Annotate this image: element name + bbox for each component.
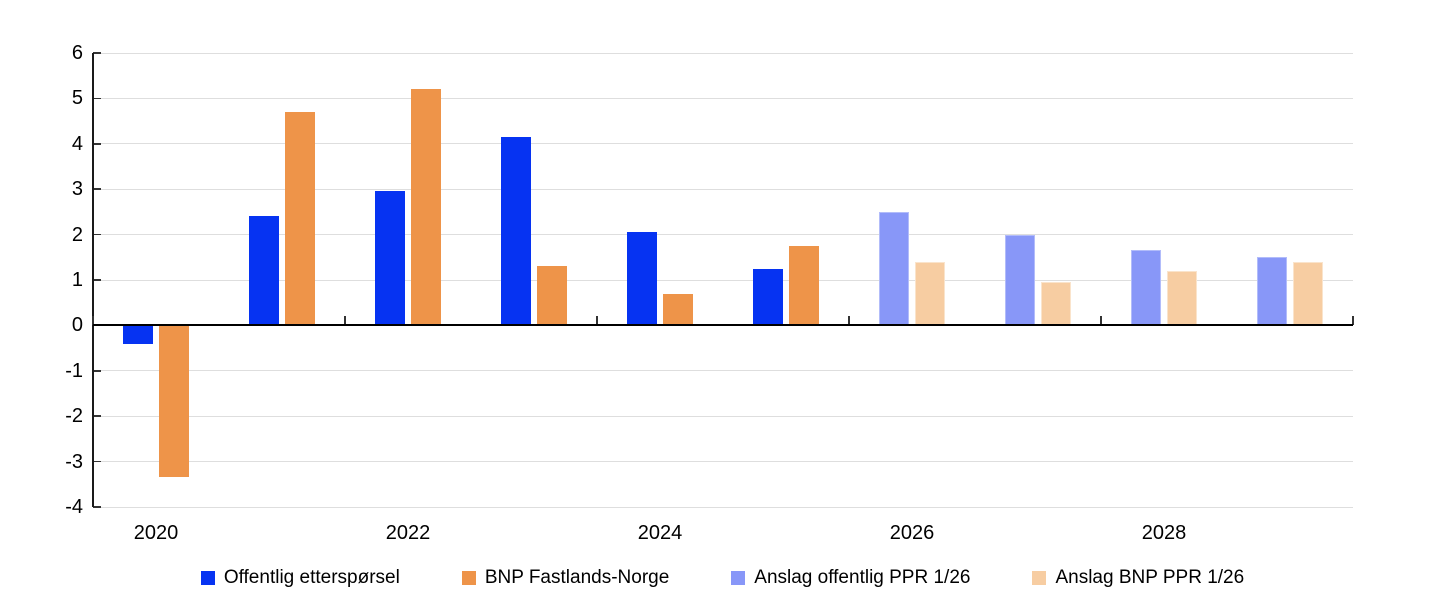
gridline-2: [93, 234, 1353, 236]
gridline-5: [93, 97, 1353, 99]
y-axis-label: 5: [71, 87, 83, 110]
y-axis-label: 3: [71, 178, 83, 201]
x-tick: [596, 316, 598, 326]
gridline--2: [93, 415, 1353, 417]
x-tick: [92, 316, 94, 326]
y-tick-4: [93, 143, 101, 145]
bar-2025-series1: [789, 245, 819, 326]
bar-2028-series3: [1167, 270, 1197, 326]
x-axis-label-2024: 2024: [637, 522, 683, 544]
legend-label: Anslag offentlig PPR 1/26: [754, 567, 971, 588]
y-tick--2: [93, 415, 101, 417]
y-axis-label: 2: [71, 223, 83, 246]
y-tick-3: [93, 188, 101, 190]
y-axis-label: -1: [65, 359, 83, 382]
legend-swatch-icon: [1032, 571, 1047, 585]
x-tick: [848, 316, 850, 326]
legend-item-2: Anslag offentlig PPR 1/26: [731, 567, 970, 589]
legend: Offentlig etterspørsel BNP Fastlands-Norg…: [0, 567, 1445, 589]
gridline-4: [93, 143, 1353, 145]
bar-2022-series1: [411, 89, 441, 326]
plot-area: -4 -3 -2 -1 0 1 2 3 4 5 6 2020 2022 2024 2026 2028: [65, 42, 1354, 544]
y-axis-label: 6: [71, 42, 83, 64]
y-tick--4: [93, 506, 101, 508]
bar-2029-series2: [1257, 257, 1287, 326]
x-axis-label-2022: 2022: [385, 522, 431, 544]
x-axis-label-2028: 2028: [1141, 522, 1187, 544]
gridline--4: [93, 506, 1353, 508]
bar-2023-series1: [537, 266, 567, 326]
y-axis-label: 0: [71, 314, 83, 337]
y-tick-1: [93, 279, 101, 281]
y-axis-label: 1: [71, 269, 83, 291]
legend-swatch-icon: [461, 571, 476, 585]
bar-2020-series1: [159, 325, 189, 478]
y-tick--1: [93, 370, 101, 372]
x-tick: [344, 316, 346, 326]
bar-2027-series2: [1005, 234, 1035, 326]
bar-2021-series0: [249, 216, 279, 326]
bar-2027-series3: [1041, 282, 1071, 326]
bar-2021-series1: [285, 112, 315, 326]
bar-2029-series3: [1293, 261, 1323, 326]
x-tick: [1352, 316, 1354, 326]
y-axis-label: -2: [65, 405, 83, 428]
y-axis-label: -4: [65, 496, 83, 518]
zero-axis-line: [93, 324, 1353, 327]
y-tick-6: [93, 52, 101, 54]
legend-item-1: BNP Fastlands-Norge: [461, 567, 670, 589]
y-tick--3: [93, 460, 101, 463]
legend-label: Anslag BNP PPR 1/26: [1055, 567, 1245, 588]
y-tick-2: [93, 233, 101, 236]
bar-2026-series3: [915, 261, 945, 326]
legend-swatch-icon: [200, 571, 215, 585]
gridline-3: [93, 188, 1353, 190]
bar-2024-series1: [663, 293, 693, 326]
bar-2022-series0: [375, 191, 405, 326]
gridline-1: [93, 279, 1353, 281]
bar-2025-series0: [753, 268, 783, 326]
bar-2026-series2: [879, 211, 909, 326]
y-axis-line: [92, 53, 94, 507]
x-axis-label-2026: 2026: [889, 522, 935, 544]
gridline--3: [93, 461, 1353, 463]
legend-item-3: Anslag BNP PPR 1/26: [1032, 567, 1244, 589]
legend-item-0: Offentlig etterspørsel: [200, 567, 400, 589]
bar-2020-series0: [123, 325, 153, 344]
x-axis-label-2020: 2020: [133, 522, 179, 544]
x-tick: [1100, 316, 1102, 326]
y-axis-label: -3: [65, 450, 83, 473]
bar-2023-series0: [501, 136, 531, 326]
bar-2028-series2: [1131, 250, 1161, 326]
legend-label: Offentlig etterspørsel: [223, 567, 400, 588]
y-tick-5: [93, 97, 101, 100]
legend-swatch-icon: [731, 571, 746, 585]
bar-2024-series0: [627, 232, 657, 326]
gridline--1: [93, 370, 1353, 372]
y-axis-label: 4: [71, 132, 83, 155]
gridline-6: [93, 52, 1353, 54]
legend-label: BNP Fastlands-Norge: [484, 567, 670, 588]
